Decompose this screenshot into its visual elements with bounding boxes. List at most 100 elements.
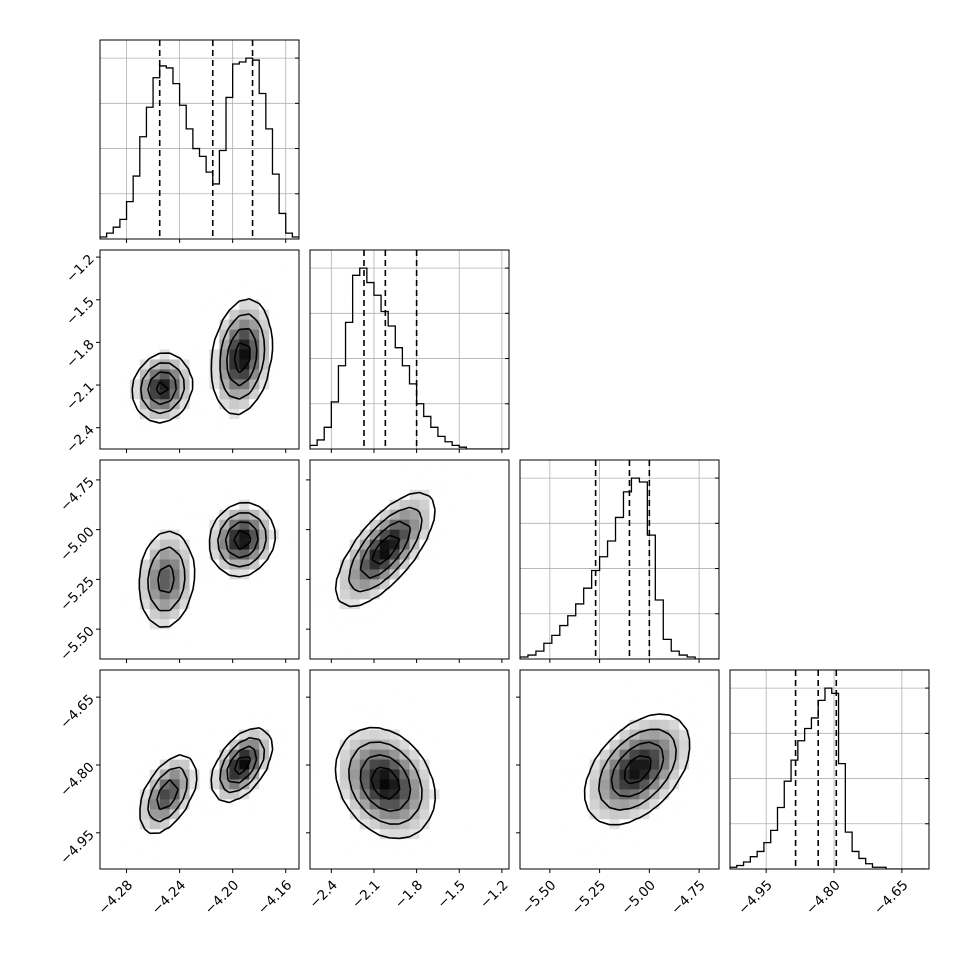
density-cell-bg (459, 599, 470, 610)
density-cell (229, 349, 240, 360)
density-cell-bg (149, 259, 160, 271)
density-cell-bg (199, 849, 210, 860)
density-cell-bg (399, 609, 410, 620)
density-cell-bg (139, 429, 151, 440)
density-cell-bg (459, 639, 470, 650)
density-cell (349, 559, 361, 570)
density-cell-bg (449, 599, 460, 610)
density-cell-bg (139, 609, 151, 620)
density-cell-bg (389, 639, 400, 650)
density-cell-bg (139, 829, 151, 840)
scatter-panel-2-0: −5.50−5.25−5.00−4.75 (57, 459, 300, 664)
density-cell-bg (339, 479, 351, 491)
density-cell-bg (199, 719, 210, 730)
density-cell (379, 539, 390, 550)
density-cell (209, 779, 220, 790)
density-cell-bg (229, 670, 240, 681)
density-cell-bg (149, 439, 160, 450)
density-cell-bg (459, 539, 470, 550)
density-cell-bg (209, 399, 220, 410)
density-cell-bg (469, 579, 480, 590)
density-cell-bg (249, 479, 260, 491)
density-cell-bg (129, 609, 141, 620)
density-cell-bg (279, 269, 290, 281)
density-cell-bg (199, 329, 210, 340)
density-cell-bg (289, 509, 300, 520)
density-cell-bg (409, 460, 420, 471)
density-cell-bg (189, 670, 200, 681)
density-cell-bg (100, 819, 111, 830)
density-cell-bg (169, 699, 180, 711)
density-cell-bg (109, 769, 121, 780)
density-cell-bg (359, 460, 370, 471)
density-cell-bg (199, 579, 210, 590)
density-cell (219, 509, 230, 520)
density-cell-bg (229, 289, 240, 301)
density-cell-bg (259, 419, 270, 430)
density-cell-bg (139, 469, 151, 481)
density-cell-bg (109, 289, 121, 301)
density-cell-bg (129, 689, 141, 701)
density-cell-bg (209, 409, 220, 420)
density-cell-bg (229, 460, 240, 471)
density-cell (229, 749, 240, 760)
density-cell-bg (269, 379, 280, 390)
scatter-point (438, 457, 440, 459)
density-cell-bg (109, 339, 121, 350)
panel-frame (99, 249, 300, 450)
density-cell-bg (279, 319, 290, 330)
density-cell-bg (209, 649, 220, 660)
density-cell-bg (310, 569, 321, 580)
density-cell-bg (329, 460, 341, 471)
density-cell-bg (429, 539, 440, 550)
density-cell-bg (379, 619, 390, 630)
density-cell-bg (289, 739, 300, 750)
density-cell-bg (129, 529, 141, 540)
density-cell-bg (189, 250, 200, 261)
density-cell-bg (469, 489, 480, 501)
density-cell-bg (429, 489, 440, 501)
density-cell-bg (479, 589, 490, 600)
density-cell-bg (279, 329, 290, 340)
density-cell-bg (269, 509, 280, 520)
density-cell-bg (249, 439, 260, 450)
density-cell (169, 369, 180, 380)
density-cell-bg (189, 409, 200, 420)
density-cell-bg (339, 519, 351, 530)
density-cell (219, 529, 230, 540)
density-cell-bg (189, 849, 200, 860)
density-cell-bg (469, 460, 480, 471)
density-cell-bg (279, 559, 290, 570)
density-cell (159, 579, 170, 590)
density-cell-bg (419, 460, 430, 471)
density-cell (159, 789, 170, 800)
density-cell-bg (149, 839, 160, 850)
density-cell-bg (119, 739, 131, 750)
density-cell (249, 769, 260, 780)
density-cell-bg (289, 629, 300, 640)
y-tick-label: −5.25 (57, 574, 98, 615)
density-cell (259, 759, 270, 770)
density-cell-bg (119, 499, 131, 511)
density-cell-bg (499, 499, 510, 511)
density-cell-bg (100, 499, 111, 511)
density-cell-bg (379, 629, 390, 640)
contour-lines (139, 727, 274, 835)
density-cell-bg (149, 489, 160, 501)
density-cell-bg (259, 639, 270, 650)
density-cell-bg (239, 289, 250, 301)
density-cell-bg (449, 609, 460, 620)
density-cell-bg (439, 559, 450, 570)
density-cell (179, 599, 190, 610)
density-cell (179, 549, 190, 560)
density-cell-bg (109, 749, 121, 760)
density-cell (399, 559, 410, 570)
density-cell-bg (199, 369, 210, 380)
scatter-point (225, 450, 227, 452)
density-cell (239, 399, 250, 410)
density-cell-bg (129, 559, 141, 570)
density-cell-bg (409, 639, 420, 650)
density-cell-bg (119, 559, 131, 570)
density-cell-bg (199, 499, 210, 511)
density-cell-bg (269, 489, 280, 501)
